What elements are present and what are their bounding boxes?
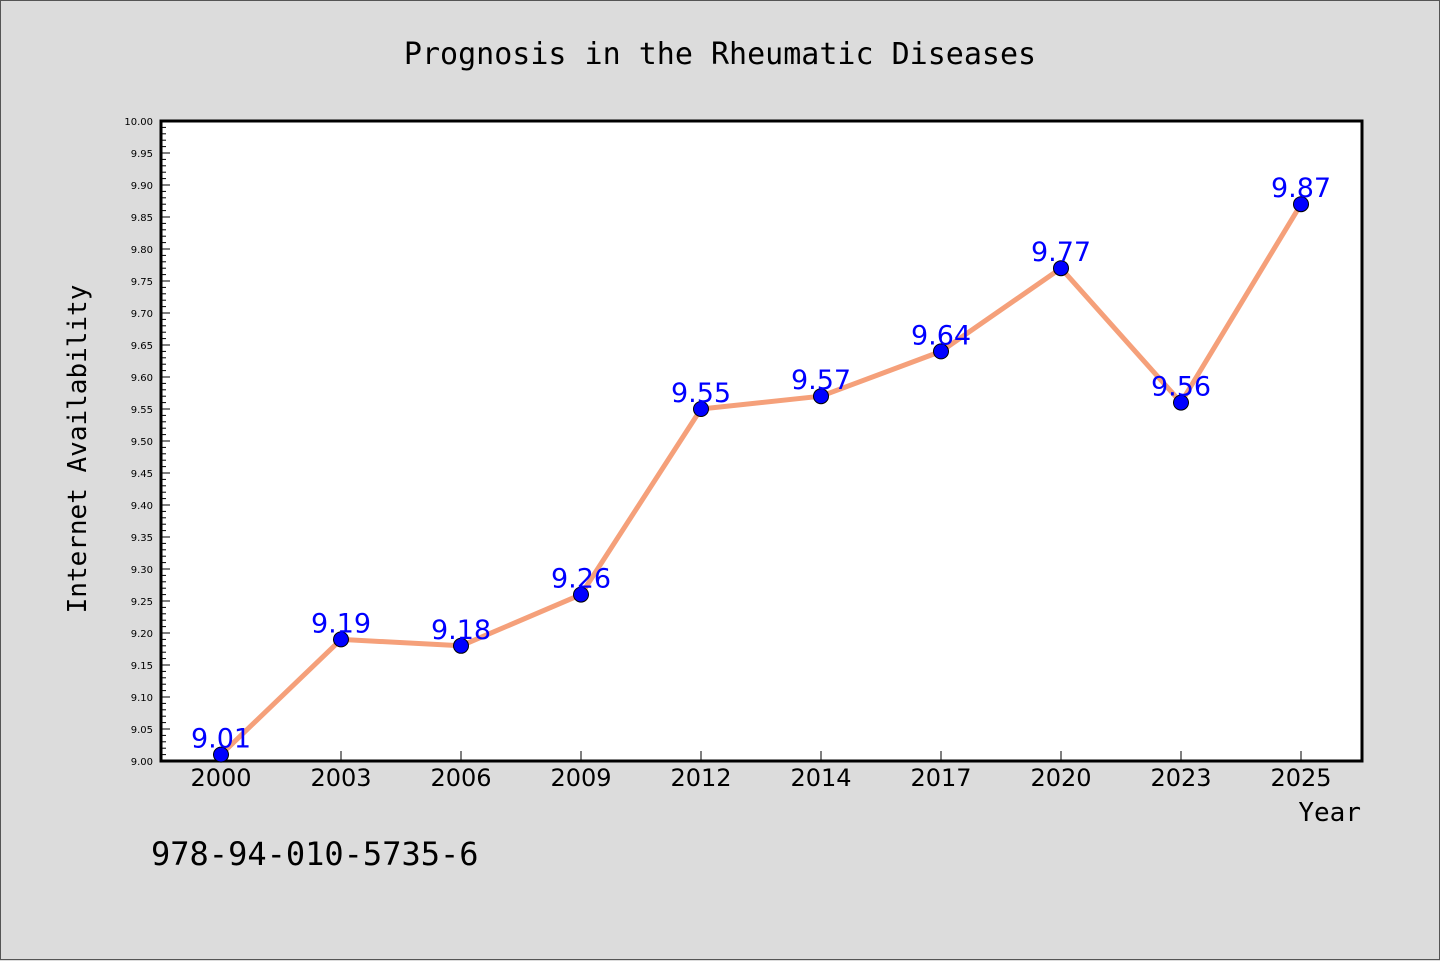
y-tick-label: 9.80 (131, 245, 153, 256)
data-label: 9.19 (311, 608, 371, 639)
y-tick-label: 9.85 (131, 213, 153, 224)
x-tick-label: 2003 (310, 764, 371, 792)
x-tick-label: 2023 (1150, 764, 1211, 792)
data-point-marker (693, 401, 709, 417)
x-tick-label: 2025 (1270, 764, 1331, 792)
data-point-marker (933, 343, 949, 360)
y-tick-label: 9.60 (131, 373, 153, 384)
data-label: 9.18 (431, 615, 491, 646)
data-label: 9.77 (1031, 237, 1091, 268)
data-label: 9.57 (791, 365, 851, 396)
y-tick-label: 9.70 (131, 309, 153, 320)
x-tick-label: 2000 (190, 764, 251, 792)
x-axis-ticks: 2000 2003 2006 2009 2012 2014 2017 2020 2023 2025 (190, 751, 1332, 792)
y-tick-label: 9.45 (131, 469, 153, 480)
data-point-marker (813, 388, 829, 405)
y-tick-label: 9.40 (131, 501, 153, 512)
y-tick-label: 9.35 (131, 533, 153, 544)
x-tick-label: 2020 (1030, 764, 1091, 792)
data-point-marker (453, 637, 469, 654)
data-label: 9.26 (551, 564, 611, 595)
data-point-marker (213, 746, 229, 763)
y-tick-label: 9.90 (131, 181, 153, 192)
y-tick-label: 9.25 (131, 597, 153, 608)
x-tick-label: 2006 (430, 764, 491, 792)
y-tick-label: 9.65 (131, 341, 153, 352)
plot-area (159, 119, 1364, 763)
x-tick-label: 2009 (550, 764, 611, 792)
series-line (218, 201, 1304, 758)
data-label: 9.64 (911, 320, 971, 351)
data-label: 9.87 (1271, 173, 1331, 204)
y-tick-label: 10.00 (124, 117, 153, 128)
isbn-annotation: 978-94-010-5735-6 (151, 835, 479, 873)
y-tick-label: 9.30 (131, 565, 153, 576)
chart-title: Prognosis in the Rheumatic Diseases (404, 37, 1036, 72)
data-point-marker (1293, 196, 1309, 213)
x-axis-label: Year (1298, 798, 1361, 828)
y-axis-label: Internet Availability (63, 285, 93, 614)
data-point-marker (1053, 260, 1069, 277)
x-tick-label: 2014 (790, 764, 851, 792)
data-label: 9.55 (671, 378, 731, 409)
series-line-group: 9.01 9.19 9.18 9.26 9.55 9.57 9.64 9.77 9.56 9.87 (191, 173, 1331, 763)
data-point-marker (333, 631, 349, 648)
data-label: 9.56 (1151, 372, 1211, 403)
y-tick-label: 9.95 (131, 149, 153, 160)
x-tick-label: 2012 (670, 764, 731, 792)
y-tick-label: 9.05 (131, 725, 153, 736)
y-tick-label: 9.10 (131, 693, 153, 704)
x-tick-label: 2017 (910, 764, 971, 792)
y-tick-label: 9.20 (131, 629, 153, 640)
y-tick-label: 9.50 (131, 437, 153, 448)
y-tick-label: 9.55 (131, 405, 153, 416)
y-tick-label: 9.15 (131, 661, 153, 672)
data-label: 9.01 (191, 724, 251, 755)
data-point-marker (1173, 394, 1189, 411)
data-point-marker (573, 586, 589, 603)
y-tick-label: 9.00 (131, 757, 153, 768)
y-axis-ticks: 9.00 9.05 9.10 9.15 9.20 9.25 9.30 9.35 9.40 9.45… (124, 117, 170, 768)
y-tick-label: 9.75 (131, 277, 153, 288)
